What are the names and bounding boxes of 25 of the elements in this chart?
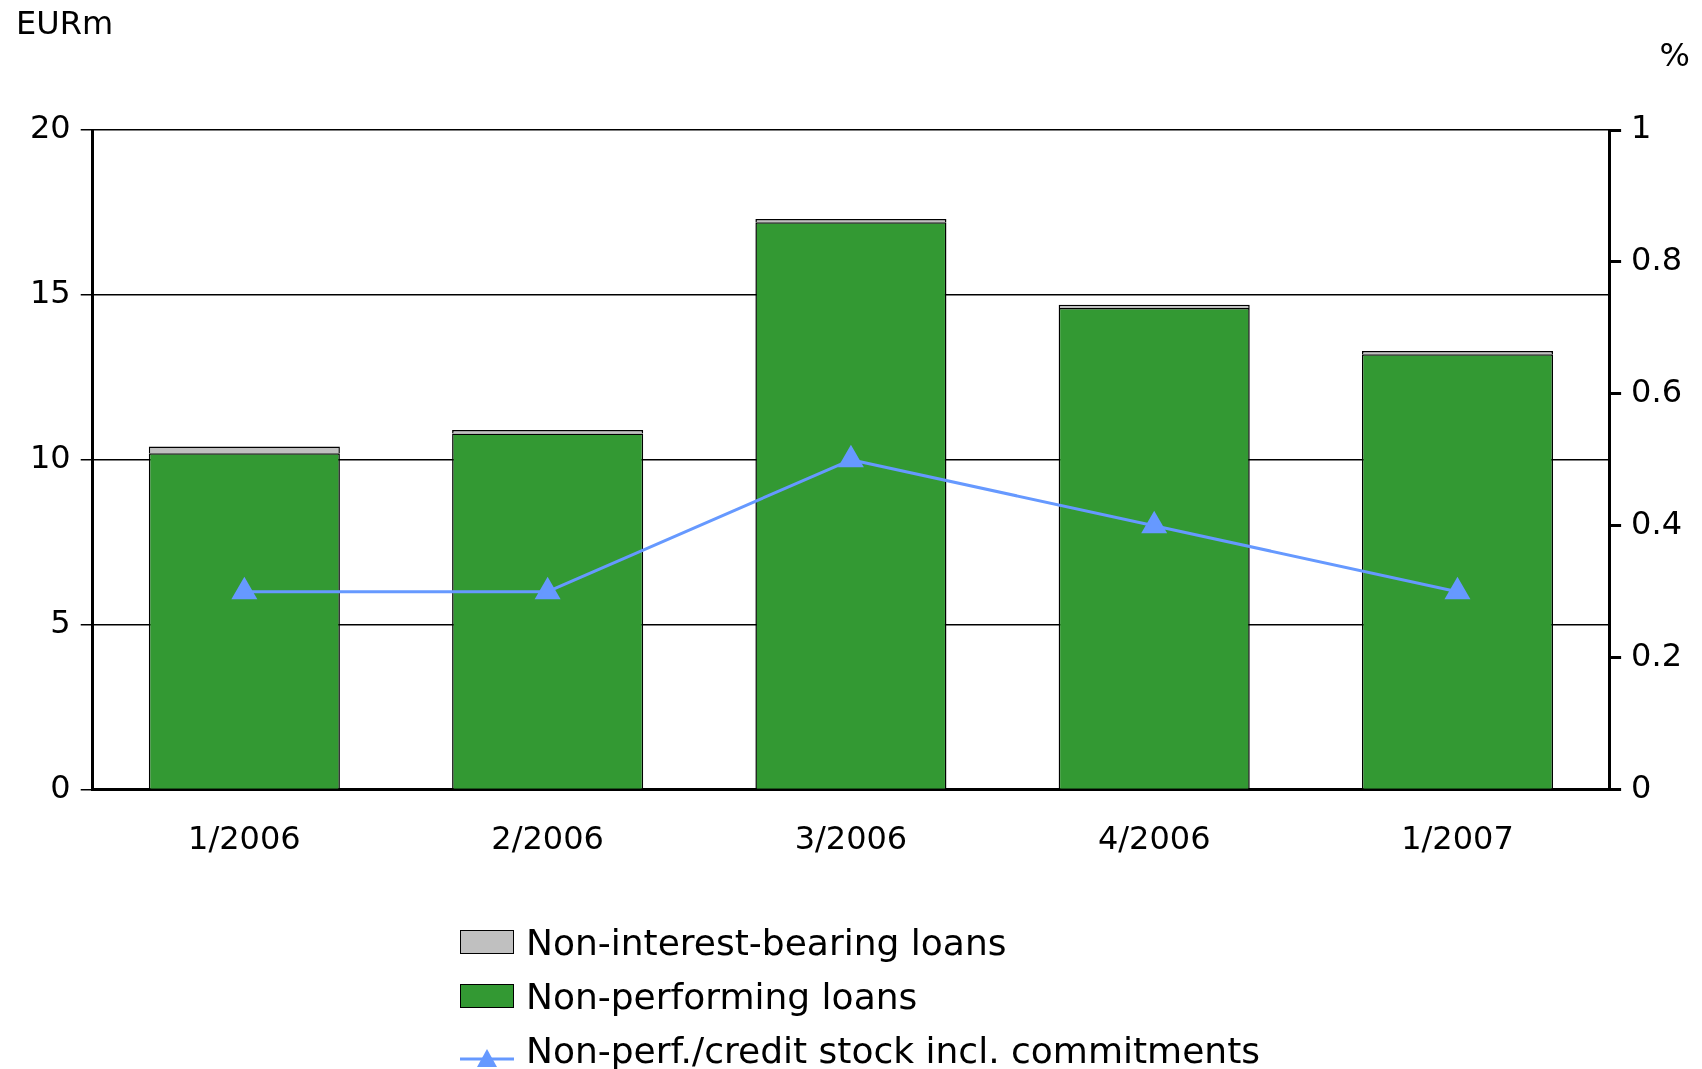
point	[535, 578, 560, 600]
y-tick-label: 0	[50, 767, 71, 806]
x-tick-label: 4/2006	[1097, 819, 1211, 858]
y-tick-label: 15	[30, 273, 71, 312]
y-tick-label: 5	[50, 603, 71, 642]
point	[1445, 578, 1470, 600]
y2-tick-label: 1	[1631, 108, 1652, 147]
legend-label: Non-performing loans	[526, 975, 918, 1017]
y2-axis-title: %	[1659, 36, 1690, 75]
point	[839, 446, 863, 468]
y-tick-label: 20	[30, 108, 71, 147]
x-tick-label: 2/2006	[491, 819, 604, 858]
y2-tick-label: 0.2	[1631, 635, 1682, 674]
x-tick-label: 1/2006	[188, 819, 301, 858]
y2-tick-label: 0.6	[1631, 372, 1682, 411]
y2-tick-label: 0.8	[1631, 240, 1682, 279]
y2-tick-label: 0	[1631, 767, 1652, 806]
x-tick-label: 1/2007	[1401, 819, 1514, 858]
y2-tick-label: 0.4	[1631, 504, 1682, 543]
y-axis-title: EURm	[16, 4, 114, 43]
point	[232, 578, 257, 600]
x-tick-label: 3/2006	[794, 819, 908, 858]
point	[1142, 512, 1167, 534]
y-tick-label: 10	[30, 438, 71, 477]
legend-label: Non-interest-bearing loans	[526, 921, 1007, 963]
